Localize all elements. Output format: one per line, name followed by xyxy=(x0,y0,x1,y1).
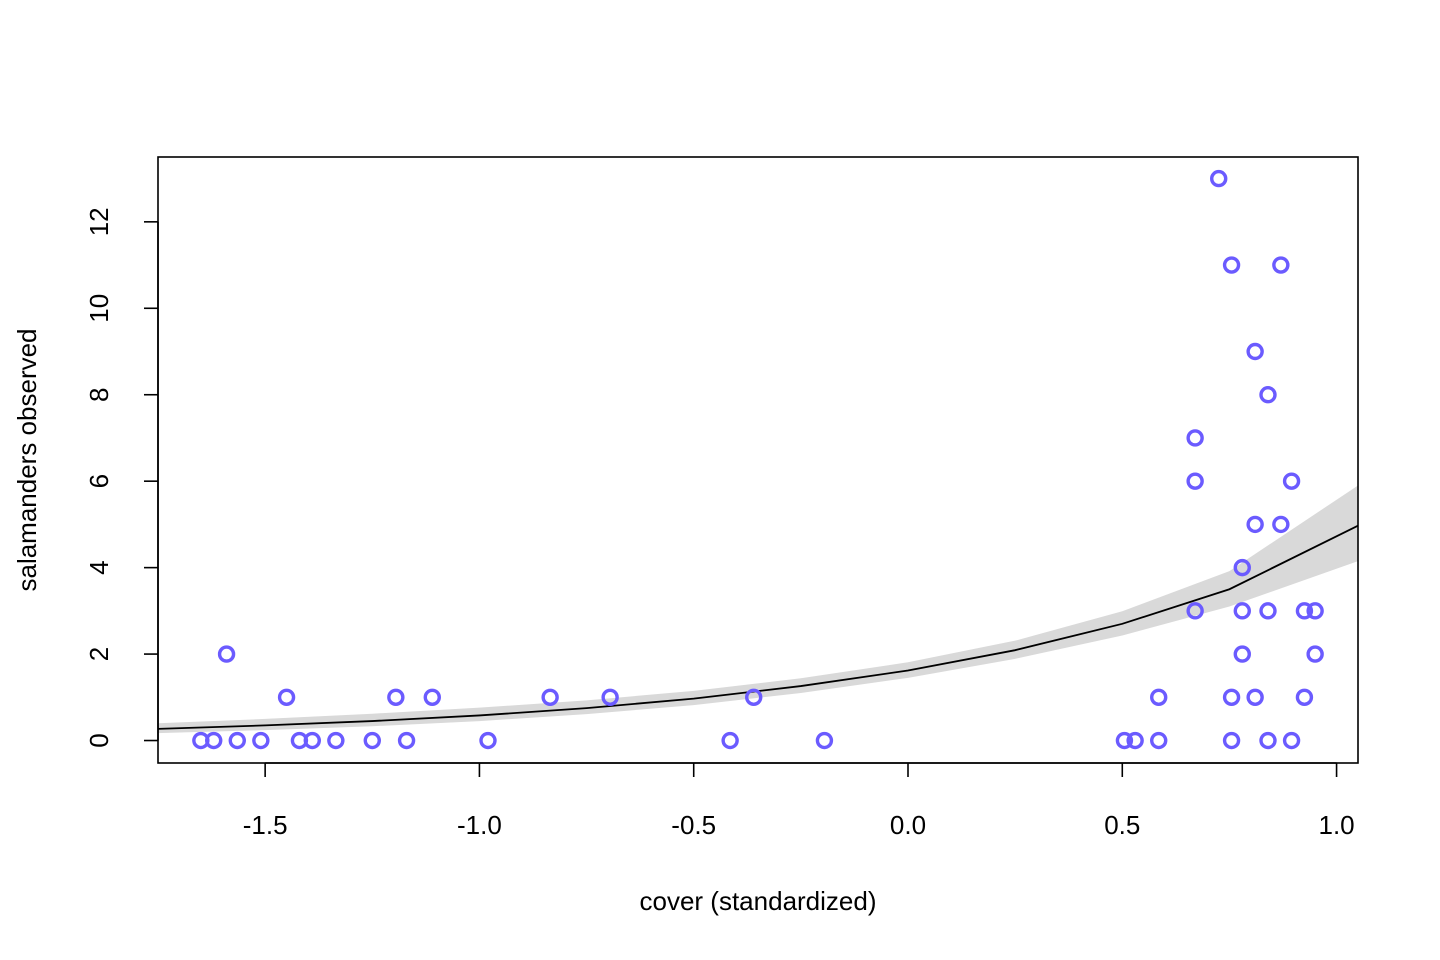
data-point xyxy=(721,731,739,750)
y-tick-label: 2 xyxy=(84,647,114,661)
data-point xyxy=(1259,731,1277,750)
y-tick-label: 4 xyxy=(84,560,114,574)
x-tick-label: -0.5 xyxy=(671,810,716,840)
data-point xyxy=(397,731,416,750)
data-point xyxy=(1115,731,1134,750)
data-point xyxy=(1222,256,1241,274)
data-point xyxy=(228,731,246,750)
data-point xyxy=(423,688,441,706)
data-point xyxy=(745,688,763,706)
data-point xyxy=(1259,602,1277,620)
data-point xyxy=(303,731,321,750)
data-point xyxy=(601,688,619,706)
x-tick-label: 1.0 xyxy=(1318,810,1354,840)
data-point xyxy=(1295,602,1314,620)
data-point xyxy=(1126,731,1144,750)
data-point xyxy=(1306,645,1324,663)
data-point xyxy=(1233,558,1251,577)
data-point xyxy=(1222,731,1241,750)
x-tick-label: -1.5 xyxy=(243,810,288,840)
data-point xyxy=(363,731,381,750)
data-point xyxy=(1282,731,1301,750)
data-point xyxy=(1150,688,1168,706)
data-point xyxy=(1259,386,1277,404)
y-tick-label: 10 xyxy=(84,294,114,323)
data-point xyxy=(1233,645,1251,663)
data-point xyxy=(277,688,296,706)
data-point xyxy=(252,731,270,750)
data-point xyxy=(1246,515,1264,534)
x-tick-label: -1.0 xyxy=(457,810,502,840)
mean-line xyxy=(157,524,1359,730)
data-point xyxy=(1246,342,1264,361)
data-point xyxy=(1186,472,1204,490)
x-axis: -1.5 -1.0 -0.5 0.0 0.5 1.0 xyxy=(243,762,1355,840)
data-point xyxy=(327,731,345,750)
y-tick-label: 0 xyxy=(84,733,114,747)
data-point xyxy=(205,731,223,750)
data-point xyxy=(1282,472,1301,490)
data-point xyxy=(1295,688,1314,706)
y-axis: 0 2 4 6 8 10 12 xyxy=(84,207,159,748)
data-point xyxy=(1272,515,1290,534)
data-point xyxy=(1210,169,1228,188)
y-axis-title: salamanders observed xyxy=(12,328,42,591)
y-tick-label: 12 xyxy=(84,207,114,236)
plot-frame xyxy=(157,156,1359,764)
data-point xyxy=(1186,602,1204,620)
confidence-band xyxy=(158,485,1358,734)
y-tick-label: 6 xyxy=(84,474,114,488)
data-point xyxy=(1272,256,1290,274)
data-point xyxy=(479,731,497,750)
data-point xyxy=(815,731,834,750)
data-point xyxy=(387,688,405,706)
data-point xyxy=(1246,688,1264,706)
x-axis-title: cover (standardized) xyxy=(640,886,877,916)
data-point xyxy=(1233,602,1251,620)
data-point xyxy=(1150,731,1168,750)
data-point xyxy=(217,645,236,663)
data-point xyxy=(541,688,559,706)
data-point xyxy=(1306,602,1324,620)
data-point xyxy=(1186,429,1204,447)
y-tick-label: 8 xyxy=(84,387,114,401)
data-point xyxy=(1222,688,1241,706)
x-tick-label: 0.0 xyxy=(890,810,926,840)
x-tick-label: 0.5 xyxy=(1104,810,1140,840)
